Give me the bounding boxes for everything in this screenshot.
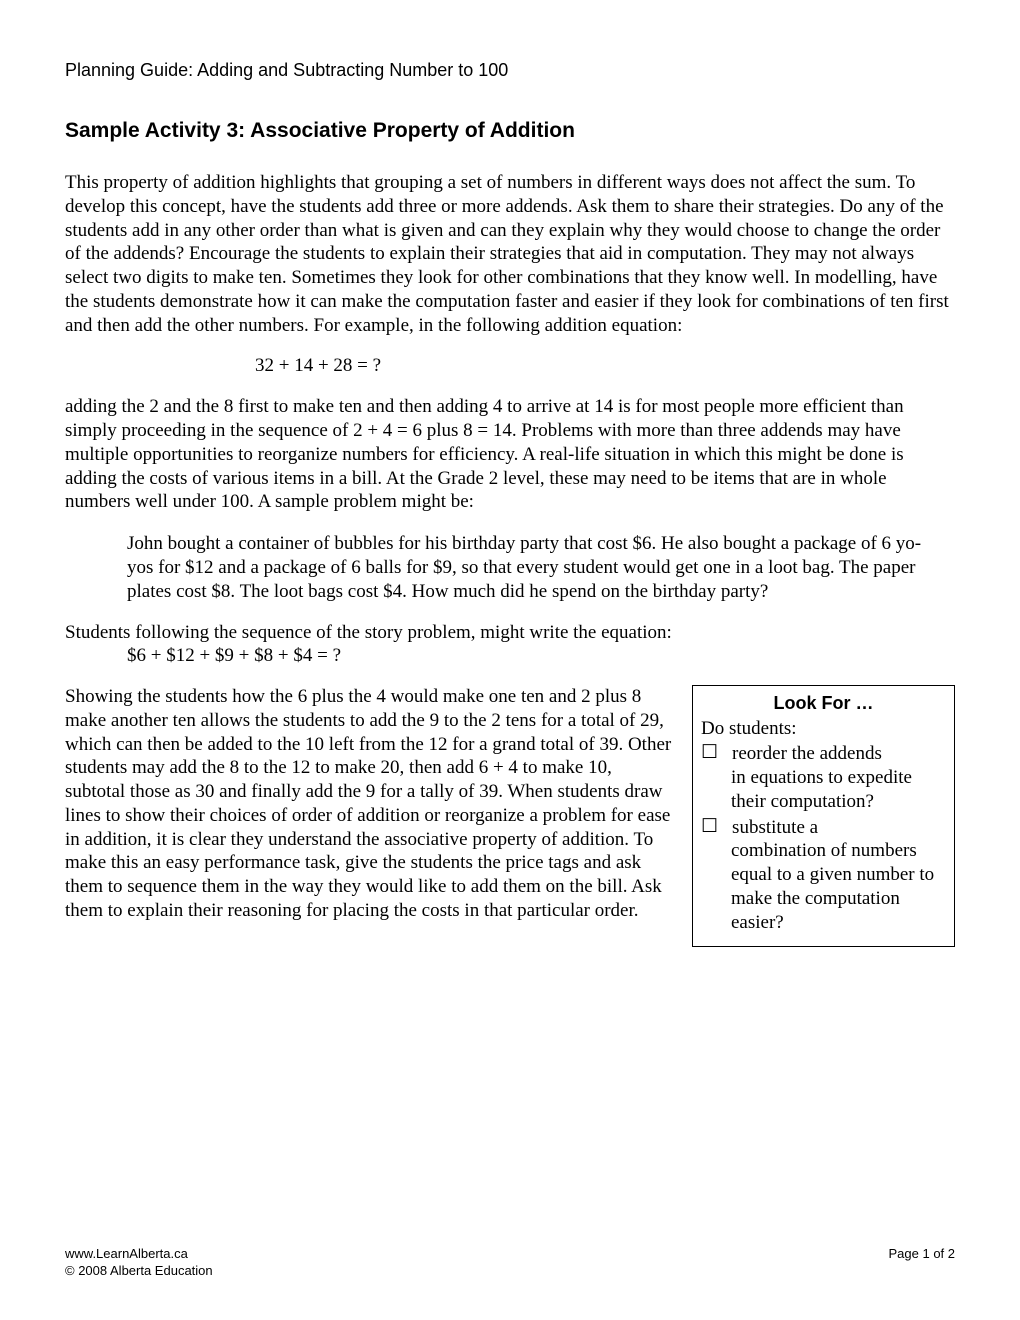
intro-paragraph: This property of addition highlights tha… <box>65 171 955 337</box>
section-title: Sample Activity 3: Associative Property … <box>65 119 955 143</box>
paragraph-3: Students following the sequence of the s… <box>65 621 955 645</box>
look-for-intro: Do students: <box>701 717 946 741</box>
footer-copyright: © 2008 Alberta Education <box>65 1263 213 1280</box>
checkbox-text-1: reorder the addends <box>732 742 882 766</box>
checkbox-item-1: ☐ reorder the addends <box>701 742 946 766</box>
page-footer: www.LearnAlberta.ca © 2008 Alberta Educa… <box>65 1246 955 1280</box>
paragraph-4: Showing the students how the 6 plus the … <box>65 685 674 947</box>
two-column-layout: Showing the students how the 6 plus the … <box>65 685 955 947</box>
look-for-title: Look For … <box>701 692 946 715</box>
footer-page-number: Page 1 of 2 <box>889 1246 956 1280</box>
equation-2: $6 + $12 + $9 + $8 + $4 = ? <box>127 645 955 667</box>
checkbox-continuation-2: combination of numbers equal to a given … <box>731 839 946 934</box>
checkbox-continuation-1: in equations to expedite their computati… <box>731 766 946 814</box>
look-for-box: Look For … Do students: ☐ reorder the ad… <box>692 685 955 947</box>
checkbox-icon: ☐ <box>701 742 718 765</box>
checkbox-icon: ☐ <box>701 816 718 839</box>
page-header: Planning Guide: Adding and Subtracting N… <box>65 60 955 81</box>
checkbox-item-2: ☐ substitute a <box>701 816 946 840</box>
equation-1: 32 + 14 + 28 = ? <box>255 355 955 377</box>
footer-url: www.LearnAlberta.ca <box>65 1246 213 1263</box>
word-problem: John bought a container of bubbles for h… <box>127 532 935 603</box>
checkbox-text-2: substitute a <box>732 816 818 840</box>
paragraph-2: adding the 2 and the 8 first to make ten… <box>65 395 955 514</box>
footer-left: www.LearnAlberta.ca © 2008 Alberta Educa… <box>65 1246 213 1280</box>
